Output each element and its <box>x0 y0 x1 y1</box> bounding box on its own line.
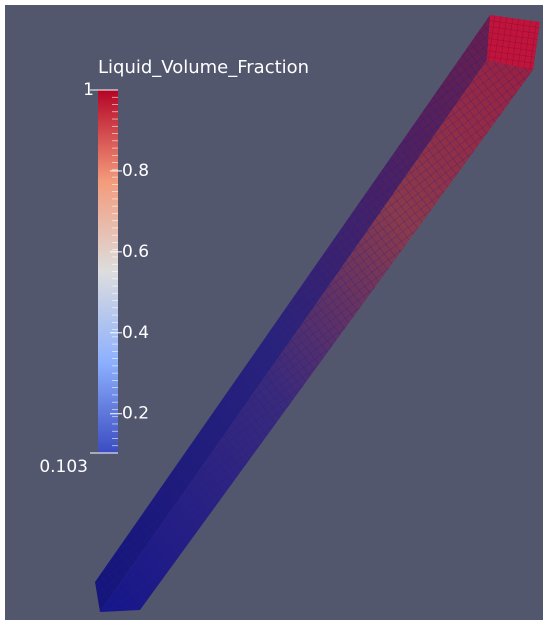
tick-label: 0.4 <box>122 323 149 343</box>
tick-label: 0.2 <box>122 404 149 424</box>
render-view: Liquid_Volume_Fraction 0.2 0.4 0.6 0.8 1 0.10… <box>0 0 548 625</box>
tick-label: 0.6 <box>122 242 149 262</box>
min-label: 0.103 <box>39 457 88 477</box>
colorbar-title: Liquid_Volume_Fraction <box>98 57 309 78</box>
max-label: 1 <box>83 80 94 100</box>
tick-label: 0.8 <box>122 161 149 181</box>
